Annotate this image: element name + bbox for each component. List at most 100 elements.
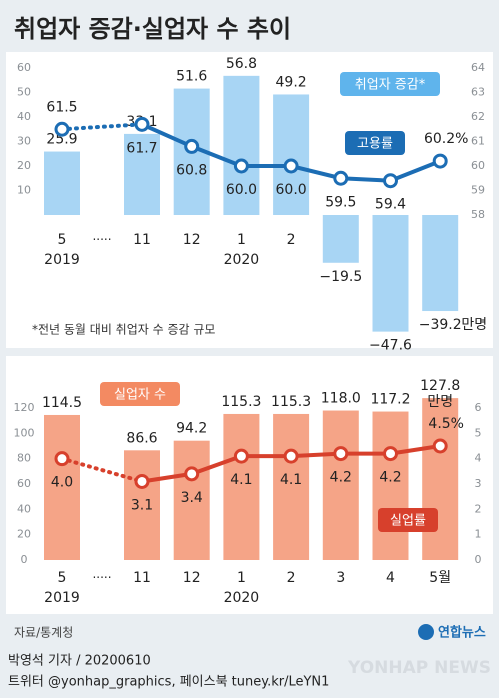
y2-tick-label: 4 [475, 452, 482, 465]
bar-value-label: 118.0 [321, 391, 361, 407]
line-point [432, 153, 448, 169]
line-value-label: 4.1 [280, 472, 302, 488]
line-point [233, 448, 249, 464]
y2-tick-label: 64 [471, 61, 485, 74]
line-point [283, 158, 299, 174]
bar [44, 414, 80, 560]
bar-value-label: 56.8 [226, 56, 257, 72]
y2-tick-label: 1 [475, 528, 482, 541]
social: 트위터 @yonhap_graphics, 페이스북 tuney.kr/LeYN… [8, 675, 329, 690]
line-value-label: 60.8 [176, 162, 207, 178]
line-value-label: 60.0 [226, 182, 257, 198]
x-tick-label: 1 [237, 232, 246, 248]
line-point [432, 438, 448, 454]
y-tick-label: 50 [17, 86, 31, 99]
x-tick-label: 5월 [429, 570, 451, 586]
x-tick-label: 3 [336, 570, 345, 586]
legend-label: 취업자 증감* [355, 78, 426, 93]
line-value-label: 3.1 [131, 497, 153, 513]
byline: 박영석 기자 / 20200610 [8, 654, 151, 669]
bar-value-label: 51.6 [176, 69, 207, 85]
line-value-label: 4.0 [51, 475, 73, 491]
bar-value-label: 127.8 [420, 378, 460, 394]
line-value-label: 4.5% [428, 416, 464, 432]
bar-value-label: 49.2 [276, 74, 307, 90]
bar [372, 215, 409, 332]
line-value-label: 4.2 [379, 470, 401, 486]
line-value-label: 4.1 [230, 472, 252, 488]
legend-box [345, 131, 405, 155]
line-value-label: 60.0 [276, 182, 307, 198]
line-point [184, 466, 200, 482]
gap-dots: ····· [92, 233, 111, 247]
y2-tick-label: 62 [471, 110, 485, 123]
line-value-label: 59.5 [325, 194, 356, 210]
line-dotted [60, 122, 144, 132]
bar [124, 133, 160, 215]
bar [44, 151, 80, 215]
bar [372, 411, 409, 560]
x-tick-label: 2 [287, 232, 296, 248]
y-tick-label: 100 [14, 426, 35, 439]
y-tick-label: 30 [17, 135, 31, 148]
line-point [134, 116, 150, 132]
y2-tick-label: 0 [475, 553, 482, 566]
y-tick-label: 20 [17, 528, 31, 541]
y-tick-label: 80 [17, 452, 31, 465]
x-year-label: 2019 [44, 252, 80, 268]
x-tick-label: 5 [58, 232, 67, 248]
x-tick-label: 2 [287, 570, 296, 586]
y-tick-label: 40 [17, 502, 31, 515]
line-point [134, 473, 150, 489]
bar [422, 215, 459, 312]
x-year-label: 2020 [224, 590, 260, 606]
legend-box [340, 72, 440, 96]
bar [124, 450, 160, 560]
y2-tick-label: 59 [471, 184, 485, 197]
line-point [233, 158, 249, 174]
line-point [184, 138, 200, 154]
line-point [333, 170, 349, 186]
y2-tick-label: 61 [471, 135, 485, 148]
bar [223, 413, 260, 560]
line-point [283, 448, 299, 464]
bar [223, 75, 260, 215]
y2-tick-label: 2 [475, 502, 482, 515]
watermark: YONHAP NEWS [347, 658, 491, 678]
unit-label: 만명 [427, 394, 453, 410]
bar-value-label: 114.5 [42, 395, 82, 411]
bar [322, 410, 359, 560]
y2-tick-label: 63 [471, 86, 485, 99]
line-value-label: 61.7 [126, 140, 157, 156]
logo-mark [418, 624, 434, 640]
x-tick-label: 11 [133, 570, 151, 586]
legend-box [100, 382, 180, 406]
x-tick-label: 4 [386, 570, 395, 586]
y2-tick-label: 6 [475, 401, 482, 414]
line-value-label: 3.4 [181, 490, 203, 506]
x-tick-label: 5 [58, 570, 67, 586]
bar [273, 413, 310, 560]
title: 취업자 증감·실업자 수 추이 [14, 15, 291, 43]
bar-value-label: −39.2 [419, 317, 462, 333]
bar [422, 398, 459, 560]
y2-tick-label: 3 [475, 477, 482, 490]
bar-value-label: 94.2 [176, 421, 207, 437]
logo: 연합뉴스 [438, 625, 486, 641]
x-tick-label: 12 [183, 232, 201, 248]
bar [173, 440, 210, 560]
line-point [333, 446, 349, 462]
bar-value-label: 117.2 [370, 392, 410, 408]
bar-value-label: −47.6 [369, 338, 412, 354]
footnote: *전년 동월 대비 취업자 수 증감 규모 [32, 323, 215, 337]
y2-tick-label: 5 [475, 426, 482, 439]
line-value-label: 60.2% [424, 131, 468, 147]
y-tick-label: 40 [17, 110, 31, 123]
gap-dots: ····· [92, 571, 111, 585]
legend-box [378, 508, 438, 532]
x-tick-label: 1 [237, 570, 246, 586]
x-year-label: 2020 [224, 252, 260, 268]
bar [273, 94, 310, 215]
line-dotted [60, 456, 144, 484]
